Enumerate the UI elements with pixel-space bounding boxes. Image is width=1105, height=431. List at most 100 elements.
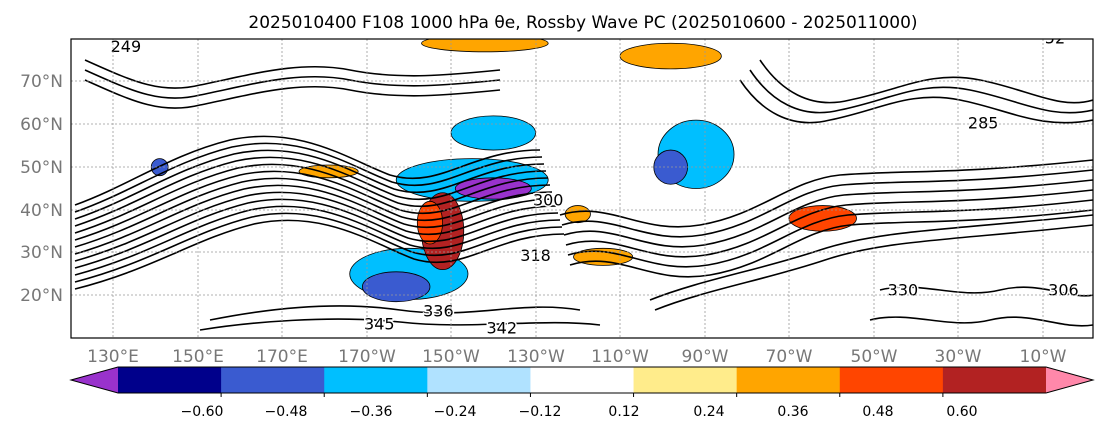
y-tick-label: 40°N [20,201,63,221]
y-tick-labels: 20°N 30°N 40°N 50°N 60°N 70°N [20,72,63,306]
contour-line [84,69,501,99]
x-tick-label: 90°W [682,347,729,367]
contour-line [559,159,1093,228]
colorbar-tick-label: −0.24 [434,404,477,420]
theta-e-contours [74,59,1093,331]
colorbar-segment [633,367,738,393]
contour-label: 330 [888,280,919,299]
contour-line [74,177,553,248]
contour-line [74,212,563,283]
chart-title: 2025010400 F108 1000 hPa θe, Rossby Wave… [248,13,917,33]
colorbar-tick-label: 0.60 [946,404,977,420]
contour-line [74,149,545,220]
colorbar-segments [69,366,1095,397]
colorbar-segment [118,367,222,393]
y-tick-label: 30°N [20,243,63,263]
colorbar-tick-label: −0.12 [519,404,562,420]
anomaly-region [454,177,532,200]
contour-line [649,214,1093,301]
anomaly-region [421,39,549,53]
x-tick-label: 70°W [766,347,813,367]
x-tick-label: 150°E [172,347,224,367]
graticule [71,39,1093,338]
contour-line [74,184,555,255]
colorbar-segment [839,367,944,393]
contour-line [74,198,559,269]
colorbar-segment [427,367,531,393]
colorbar-extend-low [71,367,118,393]
contour-label: 306 [1048,280,1079,299]
colorbar-segment [736,367,841,393]
y-tick-label: 70°N [20,72,63,92]
contour-line [869,316,1093,327]
anomaly-region [564,205,591,224]
colorbar-tick-label: −0.48 [265,404,308,420]
x-tick-label: 50°W [851,347,898,367]
colorbar-tick-label: 0.24 [693,404,724,420]
x-tick-label: 170°W [338,347,396,367]
contour-label: 345 [364,314,395,333]
x-tick-label: 170°E [256,347,308,367]
contour-label: 336 [423,302,454,321]
colorbar-segment [530,367,635,393]
contour-line [74,219,565,290]
contour-line [199,318,601,331]
y-tick-label: 50°N [20,158,63,178]
colorbar-extend-high [1046,367,1093,393]
colorbar-outline [69,366,1095,394]
contour-line [84,59,501,89]
contour-line [561,169,1093,238]
x-tick-label: 150°W [422,347,480,367]
map-frame [70,38,1094,339]
colorbar-segment [324,367,428,393]
contour-line [74,170,551,241]
contour-line [84,79,501,109]
contour-line [565,189,1093,258]
x-tick-label: 110°W [591,347,649,367]
x-tick-label: 130°W [507,347,565,367]
contour-line [563,179,1093,248]
contour-line [74,191,557,262]
anomaly-region [298,164,359,179]
contour-line [739,79,1093,124]
y-tick-label: 60°N [20,115,63,135]
contour-label: 285 [968,114,999,133]
contour-label: 318 [520,246,551,265]
contour-line [74,135,541,206]
contour-line [879,286,1093,297]
contour-line [654,224,1093,311]
contour-line [567,199,1093,268]
colorbar-segment [221,367,325,393]
colorbar-tick-label: 0.36 [777,404,808,420]
map-background [71,39,1093,338]
contour-line [74,205,561,276]
x-tick-label: 10°W [1020,347,1067,367]
anomaly-region [450,115,536,151]
x-tick-labels: 130°E 150°E 170°E 170°W 150°W 130°W 110°… [87,347,1067,367]
colorbar: −0.60 −0.48 −0.36 −0.24 −0.12 0.12 0.24 … [69,366,1095,420]
x-tick-label: 130°E [87,347,139,367]
y-tick-label: 20°N [20,286,63,306]
colorbar-tick-label: −0.60 [181,404,224,420]
x-tick-label: 30°W [935,347,982,367]
contour-label: 300 [533,191,564,210]
contour-label: 52 [1045,28,1065,47]
colorbar-tick-label: 0.12 [608,404,639,420]
map-area: 249 285 330 342 336 345 318 300 306 52 [70,28,1094,339]
contour-labels: 249 285 330 342 336 345 318 300 306 52 [109,28,1080,338]
contour-label: 342 [486,319,517,338]
contour-line [749,69,1093,114]
colorbar-tick-labels: −0.60 −0.48 −0.36 −0.24 −0.12 0.12 0.24 … [181,404,978,420]
contour-line [74,163,549,234]
contour-label: 249 [111,37,142,56]
colorbar-tick-label: −0.36 [350,404,393,420]
anomaly-region [416,200,444,245]
anomaly-region [361,271,431,303]
anomaly-region [619,42,722,70]
contour-line [74,142,543,213]
anomaly-region [653,149,688,185]
colorbar-tick-label: 0.48 [862,404,893,420]
colorbar-segment [942,367,1047,393]
contour-line [209,305,581,321]
